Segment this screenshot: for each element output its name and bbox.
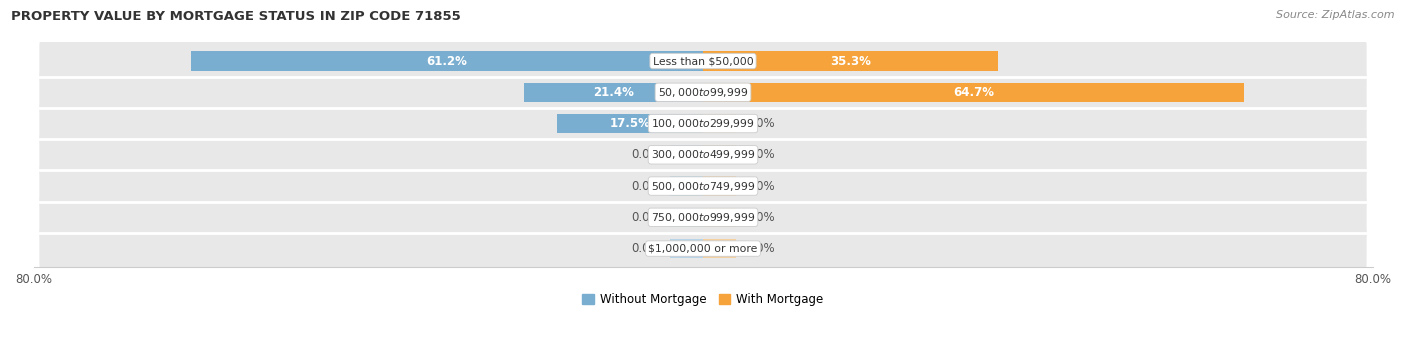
- Text: 17.5%: 17.5%: [609, 117, 650, 130]
- Bar: [703, 176, 737, 196]
- Text: $750,000 to $999,999: $750,000 to $999,999: [651, 211, 755, 224]
- Bar: [703, 83, 1244, 102]
- FancyBboxPatch shape: [39, 100, 1367, 147]
- Bar: [25, 108, 1381, 139]
- Text: 21.4%: 21.4%: [593, 86, 634, 99]
- Text: $100,000 to $299,999: $100,000 to $299,999: [651, 117, 755, 130]
- Text: PROPERTY VALUE BY MORTGAGE STATUS IN ZIP CODE 71855: PROPERTY VALUE BY MORTGAGE STATUS IN ZIP…: [11, 10, 461, 23]
- Bar: [669, 145, 703, 164]
- Text: $50,000 to $99,999: $50,000 to $99,999: [658, 86, 748, 99]
- Text: Less than $50,000: Less than $50,000: [652, 56, 754, 66]
- Text: $1,000,000 or more: $1,000,000 or more: [648, 243, 758, 254]
- Bar: [557, 114, 703, 133]
- Bar: [25, 77, 1381, 108]
- Bar: [703, 51, 998, 71]
- FancyBboxPatch shape: [39, 194, 1367, 240]
- FancyBboxPatch shape: [39, 69, 1367, 115]
- Text: $500,000 to $749,999: $500,000 to $749,999: [651, 180, 755, 193]
- Text: 0.0%: 0.0%: [745, 242, 775, 255]
- Bar: [25, 233, 1381, 264]
- FancyBboxPatch shape: [39, 225, 1367, 272]
- Text: 0.0%: 0.0%: [745, 180, 775, 193]
- Legend: Without Mortgage, With Mortgage: Without Mortgage, With Mortgage: [578, 288, 828, 311]
- Bar: [669, 176, 703, 196]
- Text: 0.0%: 0.0%: [631, 180, 661, 193]
- Bar: [25, 170, 1381, 202]
- Bar: [25, 45, 1381, 77]
- Text: 64.7%: 64.7%: [953, 86, 994, 99]
- Bar: [703, 114, 737, 133]
- Text: $300,000 to $499,999: $300,000 to $499,999: [651, 148, 755, 161]
- Bar: [703, 145, 737, 164]
- FancyBboxPatch shape: [39, 132, 1367, 178]
- Bar: [25, 202, 1381, 233]
- Bar: [669, 208, 703, 227]
- Text: 35.3%: 35.3%: [831, 55, 872, 68]
- Text: 0.0%: 0.0%: [745, 211, 775, 224]
- FancyBboxPatch shape: [39, 38, 1367, 84]
- Bar: [669, 239, 703, 258]
- Bar: [191, 51, 703, 71]
- Bar: [524, 83, 703, 102]
- Text: 61.2%: 61.2%: [426, 55, 467, 68]
- Text: 0.0%: 0.0%: [745, 148, 775, 161]
- FancyBboxPatch shape: [39, 163, 1367, 209]
- Bar: [703, 239, 737, 258]
- Text: Source: ZipAtlas.com: Source: ZipAtlas.com: [1277, 10, 1395, 20]
- Text: 0.0%: 0.0%: [631, 148, 661, 161]
- Bar: [703, 208, 737, 227]
- Text: 0.0%: 0.0%: [631, 242, 661, 255]
- Text: 0.0%: 0.0%: [745, 117, 775, 130]
- Bar: [25, 139, 1381, 170]
- Text: 0.0%: 0.0%: [631, 211, 661, 224]
